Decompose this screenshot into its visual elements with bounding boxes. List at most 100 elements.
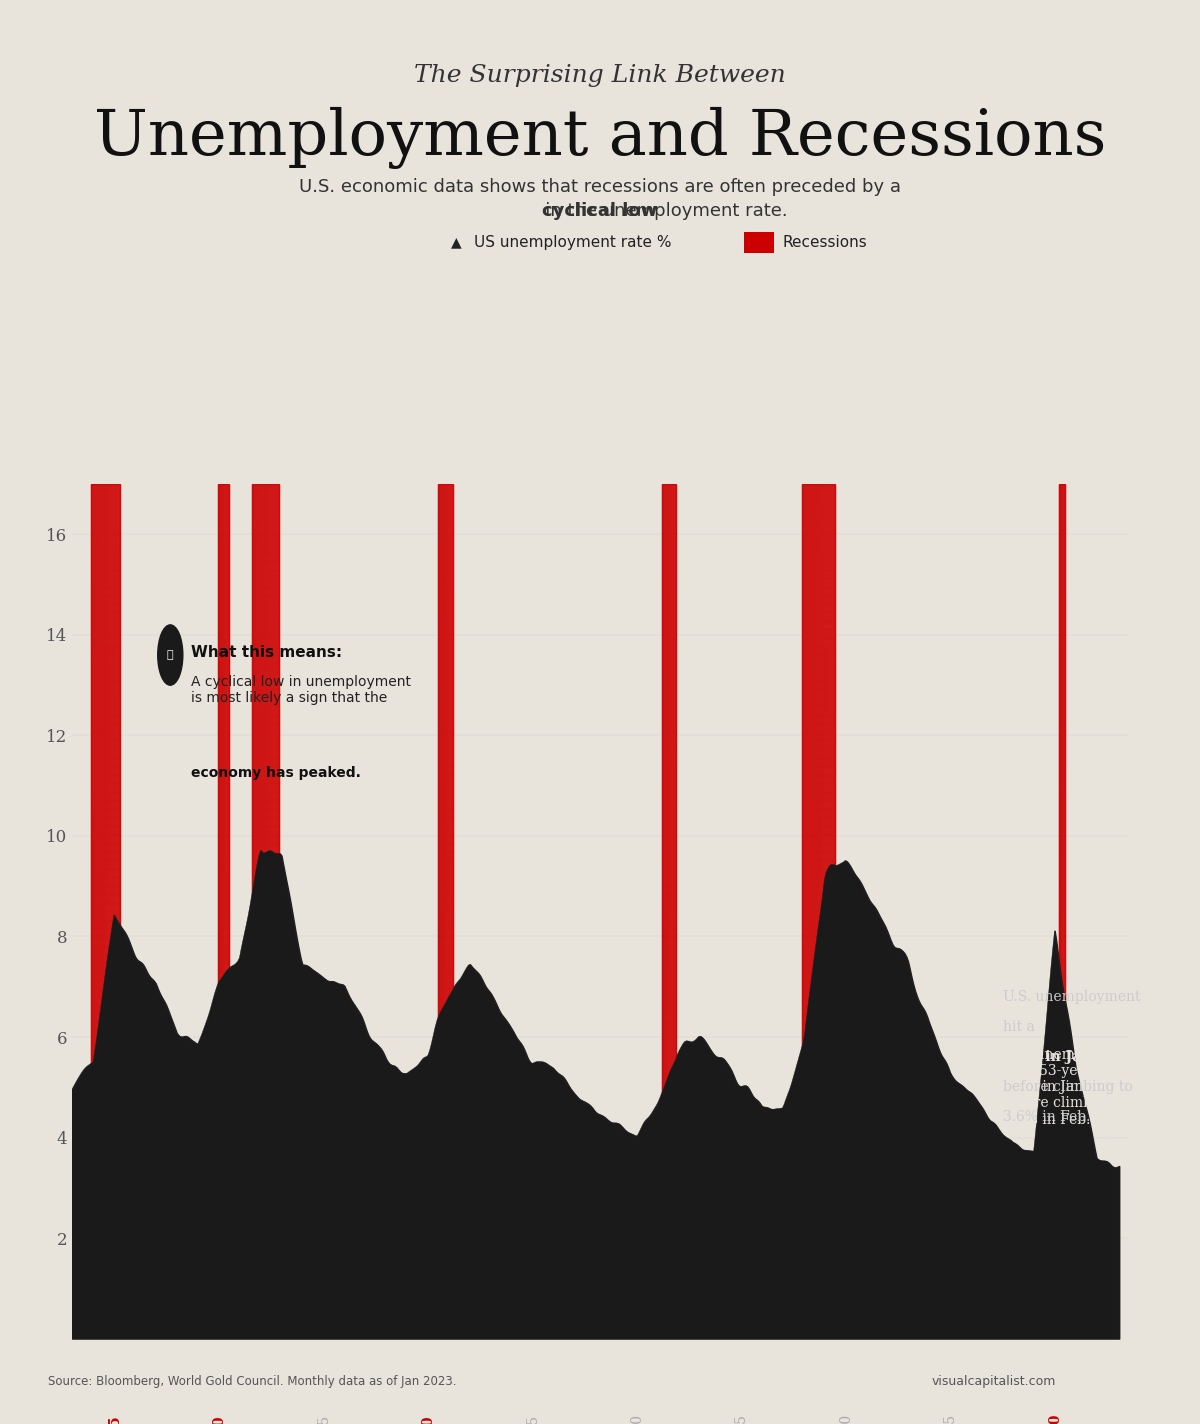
Bar: [218, 826, 229, 834]
Bar: [802, 826, 835, 834]
Bar: [661, 894, 677, 903]
Bar: [802, 1125, 835, 1134]
Bar: [91, 484, 120, 1339]
Bar: [802, 988, 835, 997]
Bar: [802, 484, 835, 1339]
Bar: [252, 1125, 280, 1134]
Bar: [802, 587, 835, 595]
Bar: [252, 1142, 280, 1151]
Bar: [252, 1245, 280, 1253]
Bar: [802, 834, 835, 843]
Bar: [802, 612, 835, 621]
Bar: [218, 484, 229, 1339]
Bar: [91, 484, 120, 1339]
Bar: [252, 484, 280, 1339]
Bar: [252, 732, 280, 740]
Bar: [438, 732, 452, 740]
Bar: [438, 646, 452, 655]
Bar: [1058, 1142, 1066, 1151]
Bar: [91, 954, 120, 963]
Bar: [252, 484, 280, 1339]
Bar: [252, 1116, 280, 1125]
Bar: [218, 1227, 229, 1236]
Bar: [218, 1151, 229, 1159]
Bar: [91, 1151, 120, 1159]
Bar: [802, 775, 835, 783]
Bar: [661, 1168, 677, 1176]
Bar: [91, 484, 120, 1339]
Bar: [218, 484, 229, 1339]
Bar: [1058, 1074, 1066, 1082]
Bar: [218, 484, 229, 1339]
Bar: [218, 646, 229, 655]
Bar: [438, 484, 452, 1339]
Bar: [661, 1304, 677, 1313]
Bar: [438, 484, 452, 1339]
Bar: [661, 1253, 677, 1262]
Bar: [1058, 484, 1066, 1339]
Bar: [661, 484, 677, 1339]
Bar: [438, 484, 452, 1339]
Bar: [252, 484, 280, 1339]
Bar: [218, 1279, 229, 1287]
Bar: [438, 484, 452, 1339]
Bar: [802, 484, 835, 1339]
Bar: [91, 484, 120, 1339]
Bar: [91, 817, 120, 826]
Bar: [252, 646, 280, 655]
Bar: [91, 1142, 120, 1151]
Bar: [1058, 484, 1066, 1339]
Bar: [91, 1176, 120, 1185]
Bar: [218, 1005, 229, 1014]
Bar: [438, 484, 452, 1339]
Bar: [218, 1253, 229, 1262]
Bar: [1058, 1202, 1066, 1210]
Bar: [438, 869, 452, 877]
Bar: [218, 698, 229, 706]
Bar: [252, 792, 280, 800]
Bar: [438, 946, 452, 954]
Bar: [218, 484, 229, 1339]
Bar: [252, 1185, 280, 1193]
Bar: [218, 570, 229, 578]
Bar: [252, 587, 280, 595]
Bar: [661, 484, 677, 1339]
Bar: [1058, 629, 1066, 638]
Bar: [661, 484, 677, 1339]
Bar: [438, 1287, 452, 1296]
Bar: [1058, 1270, 1066, 1279]
Bar: [218, 800, 229, 809]
Bar: [802, 1082, 835, 1091]
Bar: [802, 681, 835, 689]
Bar: [438, 1236, 452, 1245]
Bar: [1058, 894, 1066, 903]
Bar: [218, 1219, 229, 1227]
Bar: [91, 963, 120, 971]
Bar: [438, 484, 452, 1339]
Bar: [1058, 501, 1066, 510]
Bar: [438, 1253, 452, 1262]
Bar: [91, 1048, 120, 1057]
Bar: [252, 997, 280, 1005]
Bar: [218, 860, 229, 869]
Bar: [91, 570, 120, 578]
Bar: [91, 1193, 120, 1202]
Bar: [802, 715, 835, 723]
Bar: [218, 869, 229, 877]
Bar: [218, 484, 229, 1339]
Bar: [1058, 1227, 1066, 1236]
Bar: [218, 894, 229, 903]
Bar: [1058, 672, 1066, 681]
Bar: [91, 997, 120, 1005]
Bar: [661, 937, 677, 946]
Bar: [438, 886, 452, 894]
Bar: [1058, 1040, 1066, 1048]
Bar: [1058, 1287, 1066, 1296]
Bar: [802, 484, 835, 1339]
Bar: [218, 484, 229, 1339]
Bar: [91, 484, 120, 1339]
Bar: [252, 775, 280, 783]
Bar: [91, 869, 120, 877]
Bar: [252, 484, 280, 1339]
Bar: [91, 484, 120, 1339]
